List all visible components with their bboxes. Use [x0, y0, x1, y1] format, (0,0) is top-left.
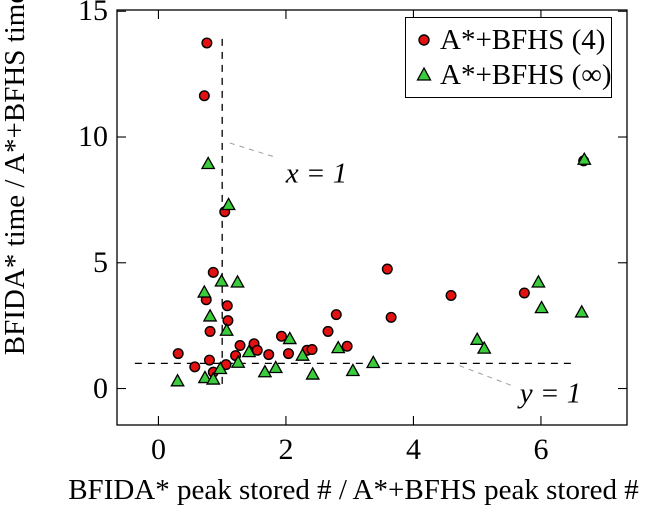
data-point-triangle — [197, 370, 213, 384]
y-tick-label: 10 — [78, 120, 108, 153]
data-point-triangle — [241, 344, 257, 358]
legend-entry-bfhs-inf: A*+BFHS (∞) — [412, 58, 612, 92]
red-circle-marker-icon — [418, 34, 430, 46]
data-point-circle — [203, 354, 215, 366]
data-point-triangle — [268, 360, 284, 374]
data-point-triangle — [476, 340, 492, 354]
legend-label-bfhs-inf: A*+BFHS (∞) — [440, 58, 612, 91]
data-point-triangle — [282, 331, 298, 345]
data-point-triangle — [469, 331, 485, 345]
annotation-y-equals-1: y = 1 — [519, 377, 582, 410]
data-point-triangle — [219, 322, 234, 336]
legend: A*+BFHS (4) A*+BFHS (∞) — [405, 17, 612, 98]
data-point-triangle — [531, 274, 546, 288]
data-point-triangle — [205, 371, 221, 385]
data-point-triangle — [257, 364, 273, 378]
data-point-triangle — [170, 373, 185, 387]
data-point-circle — [204, 325, 216, 337]
data-point-triangle — [200, 156, 216, 170]
data-point-circle — [282, 348, 294, 360]
plot-frame — [116, 9, 628, 426]
data-point-circle — [275, 330, 287, 342]
data-point-circle — [341, 340, 353, 352]
series-points-1 — [170, 151, 592, 387]
data-point-triangle — [230, 354, 246, 368]
data-point-triangle — [230, 274, 245, 288]
y-tick-label: 5 — [93, 245, 108, 279]
data-point-circle — [445, 289, 457, 301]
data-point-triangle — [221, 197, 236, 211]
data-point-circle — [385, 311, 397, 323]
data-point-triangle — [534, 300, 549, 314]
data-point-circle — [234, 340, 246, 352]
data-point-circle — [518, 287, 530, 299]
x-tick-label: 2 — [278, 433, 294, 466]
data-point-circle — [172, 348, 184, 360]
annotation-x-equals-1: x = 1 — [285, 157, 348, 190]
data-point-circle — [263, 349, 275, 361]
data-point-circle — [198, 90, 210, 102]
data-point-triangle — [295, 347, 310, 361]
data-point-triangle — [330, 340, 346, 354]
data-point-circle — [201, 37, 213, 49]
y-tick-label: 0 — [93, 371, 108, 405]
data-point-circle — [306, 344, 318, 356]
data-point-triangle — [576, 151, 592, 165]
x-axis-title: BFIDA* peak stored # / A*+BFHS peak stor… — [68, 474, 639, 506]
data-point-triangle — [305, 366, 321, 380]
data-point-circle — [322, 325, 334, 337]
legend-label-bfhs-4: A*+BFHS (4) — [440, 23, 606, 56]
data-point-triangle — [197, 284, 212, 298]
data-point-triangle — [214, 273, 229, 287]
annotation-leader-line — [229, 142, 278, 159]
data-point-triangle — [212, 361, 228, 375]
legend-entry-bfhs-4: A*+BFHS (4) — [412, 24, 611, 57]
green-triangle-marker-icon — [416, 66, 432, 81]
data-point-circle — [381, 263, 393, 275]
x-tick-label: 0 — [150, 433, 166, 466]
data-point-triangle — [345, 363, 361, 377]
x-tick-label: 6 — [533, 433, 549, 466]
series-points-0 — [172, 37, 590, 378]
data-point-circle — [221, 300, 233, 312]
data-point-triangle — [365, 355, 381, 369]
y-tick-label: 15 — [78, 0, 108, 28]
data-point-triangle — [202, 308, 218, 322]
y-axis-title: BFIDA* time / A*+BFHS time — [0, 0, 31, 356]
data-point-circle — [189, 361, 201, 373]
x-tick-label: 4 — [405, 433, 421, 466]
data-point-circle — [207, 266, 219, 278]
data-point-circle — [330, 309, 342, 321]
data-point-circle — [251, 344, 263, 356]
data-point-triangle — [574, 304, 590, 318]
annotation-leader-line — [459, 365, 512, 386]
data-point-circle — [222, 315, 234, 327]
